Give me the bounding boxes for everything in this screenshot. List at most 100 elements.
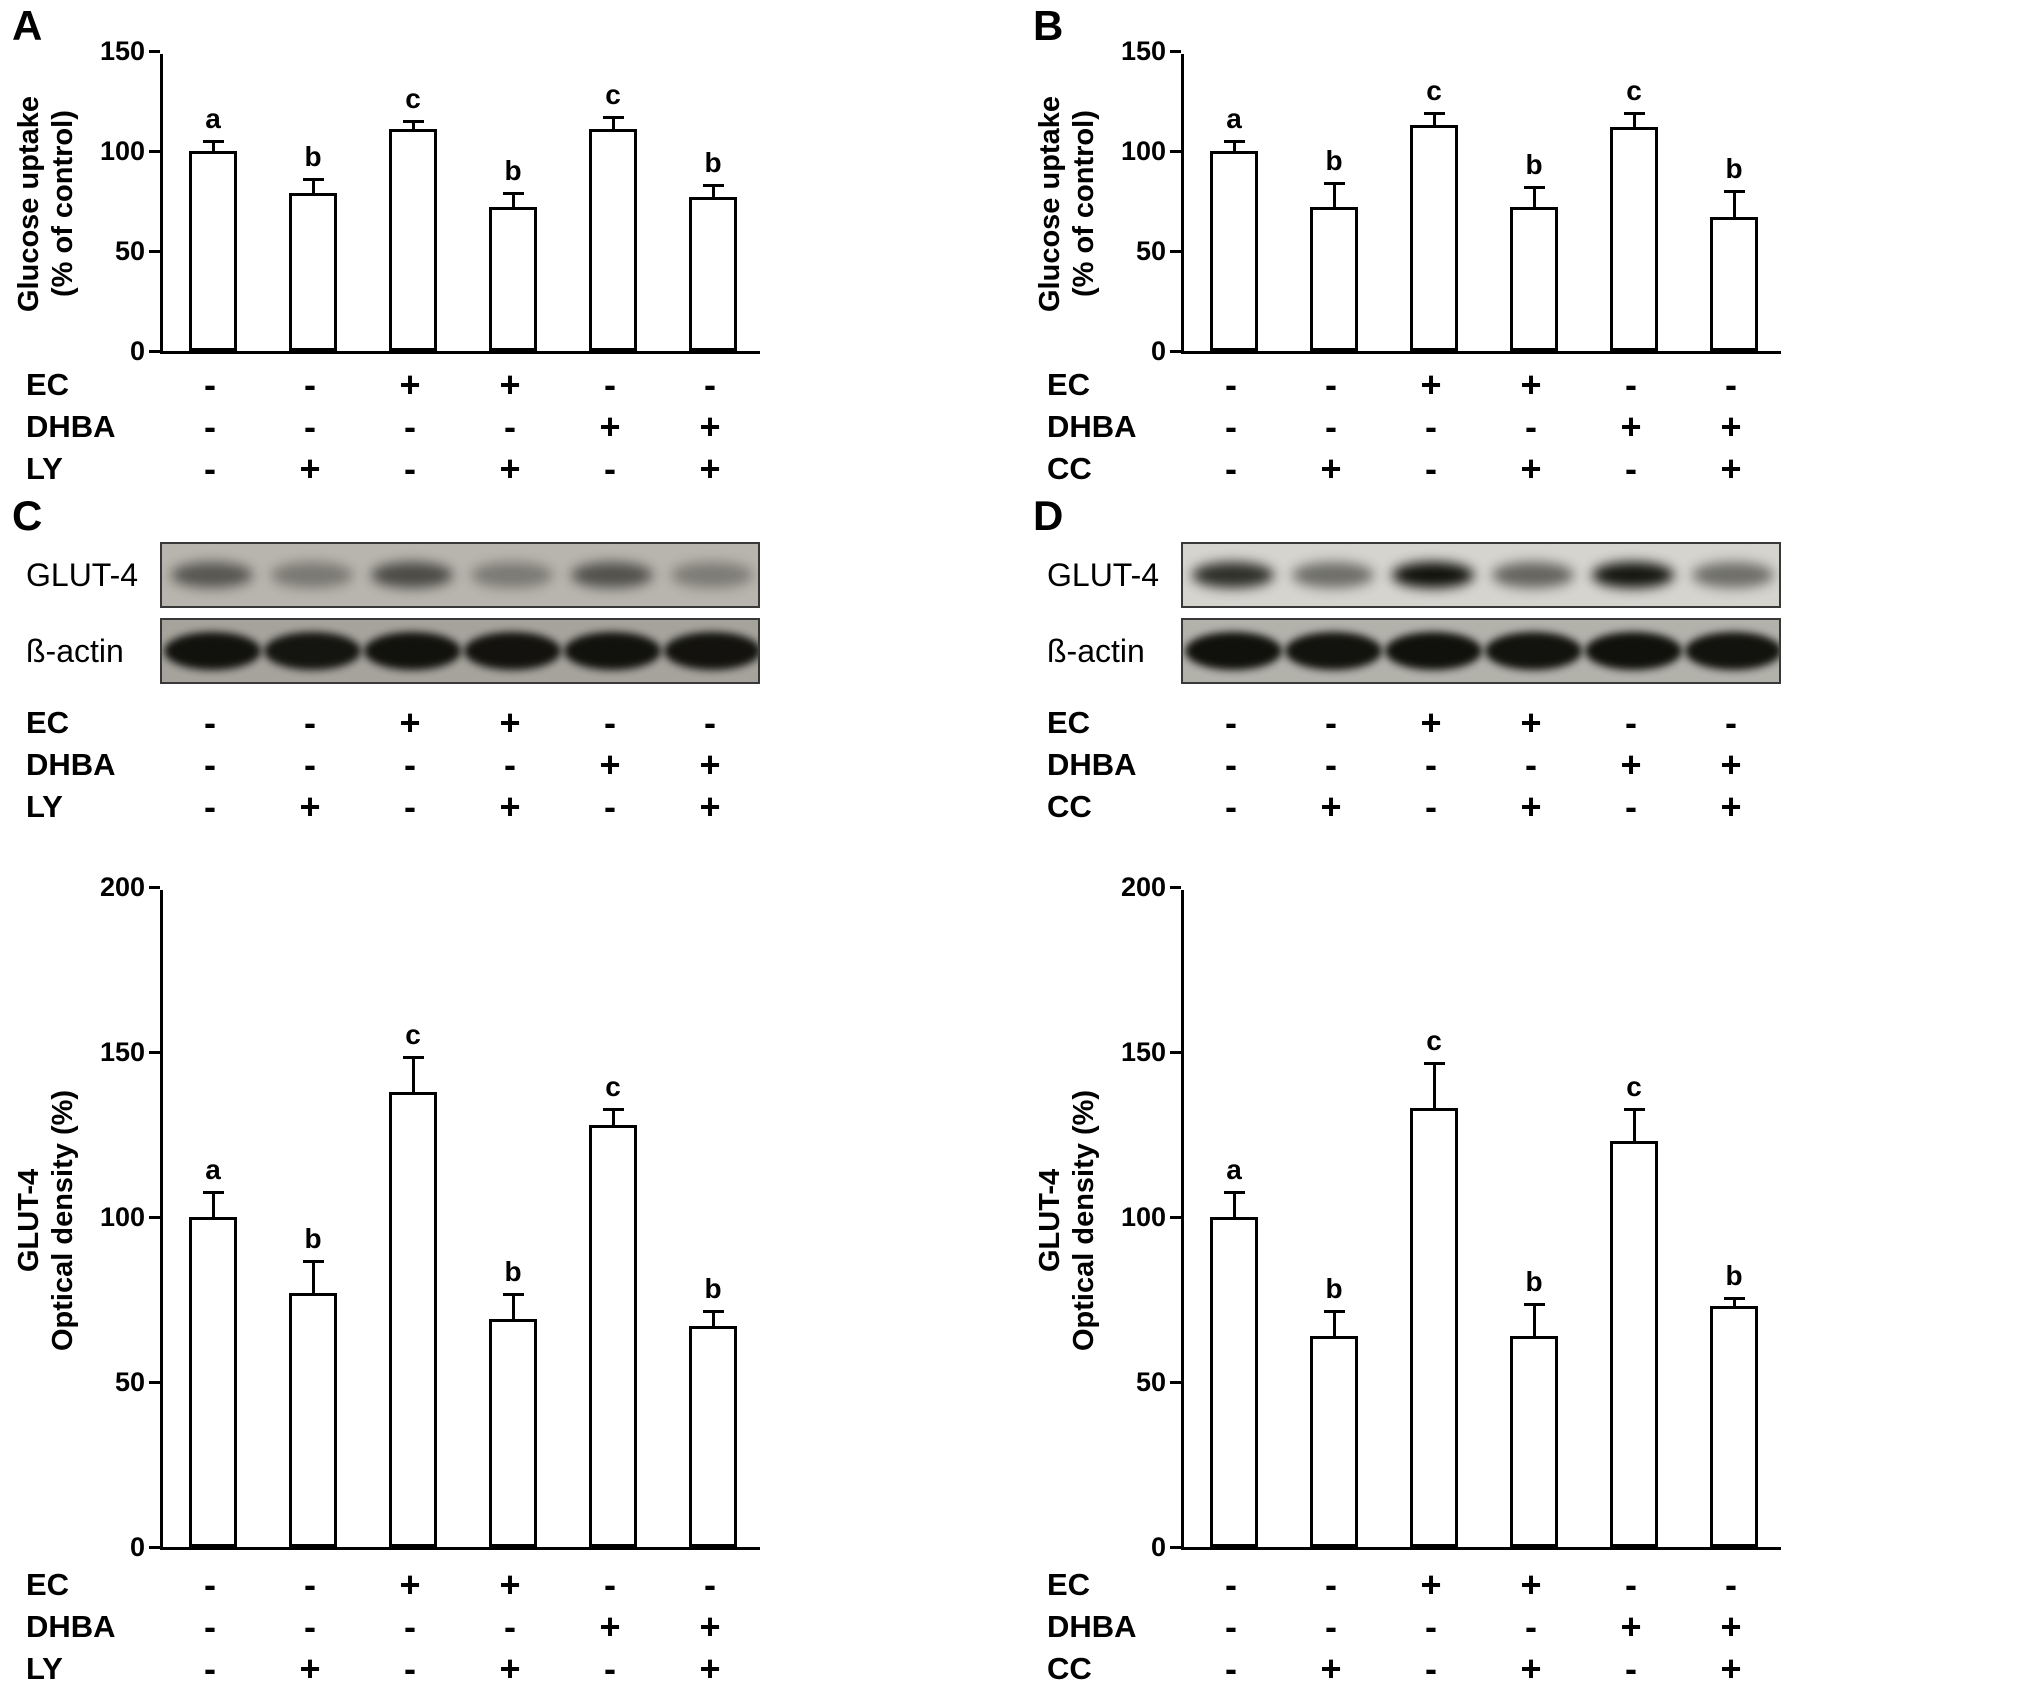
treatment-sign: - bbox=[304, 406, 316, 447]
y-tick-label: 50 bbox=[114, 236, 145, 266]
y-tick-label: 150 bbox=[1120, 36, 1166, 66]
error-bar-cap bbox=[702, 1309, 724, 1313]
treatment-sign: - bbox=[1425, 448, 1437, 489]
bar bbox=[489, 1319, 537, 1547]
treatment-sign: + bbox=[1620, 1606, 1642, 1647]
treatment-sign: + bbox=[1720, 786, 1742, 827]
panel-d: D GLUT-4 ß-actin EC - - + + - - DHBA - - - - + + CC - + - + - +… bbox=[1021, 490, 2042, 1708]
treatment-sign: - bbox=[204, 1564, 216, 1605]
treatment-sign: - bbox=[1425, 406, 1437, 447]
treatment-sign: + bbox=[1320, 448, 1342, 489]
y-axis-label: Glucose uptake (% of control) bbox=[13, 96, 80, 312]
treatment-sign: - bbox=[1325, 364, 1337, 405]
treatment-sign: - bbox=[1225, 702, 1237, 743]
treatment-label: EC bbox=[26, 367, 70, 402]
treatment-label: EC bbox=[1047, 705, 1091, 740]
treatment-sign: - bbox=[604, 1648, 616, 1689]
beta-actin-blot-strip bbox=[1181, 618, 1781, 684]
treatment-sign: - bbox=[1425, 1606, 1437, 1647]
significance-letter: c bbox=[605, 79, 621, 110]
treatment-sign: - bbox=[1525, 744, 1537, 785]
protein-band bbox=[1484, 632, 1582, 670]
treatment-sign: - bbox=[304, 364, 316, 405]
protein-band bbox=[363, 632, 461, 670]
error-bar-cap bbox=[1223, 140, 1245, 143]
treatment-sign: - bbox=[1725, 364, 1737, 405]
error-bar bbox=[411, 1058, 415, 1092]
treatment-sign: - bbox=[1225, 786, 1237, 827]
treatment-sign: + bbox=[499, 702, 521, 743]
significance-letter: c bbox=[1426, 75, 1442, 106]
treatment-sign: - bbox=[204, 406, 216, 447]
error-bar bbox=[1732, 1299, 1736, 1307]
treatment-sign: - bbox=[604, 1564, 616, 1605]
significance-letter: b bbox=[704, 1272, 722, 1304]
bar bbox=[689, 197, 737, 351]
treatment-row: EC - - + + - - bbox=[1031, 364, 2042, 406]
treatment-row: DHBA - - - - + + bbox=[1031, 406, 2042, 448]
treatment-sign: + bbox=[699, 406, 721, 447]
treatment-sign: - bbox=[1325, 702, 1337, 743]
bar-chart: GLUT-4 Optical density (%) 0 50 100 150 200 a b… bbox=[1031, 868, 2042, 1562]
significance-letter: b bbox=[304, 141, 322, 172]
treatment-sign: - bbox=[1625, 1648, 1637, 1689]
treatment-row: DHBA - - - - + + bbox=[10, 406, 1021, 448]
error-bar-cap bbox=[602, 116, 624, 119]
glut4-blot-label: GLUT-4 bbox=[26, 556, 139, 593]
protein-band bbox=[1192, 562, 1274, 588]
treatment-label: EC bbox=[1047, 1567, 1091, 1602]
y-tick-label: 0 bbox=[129, 1532, 145, 1562]
error-bar-cap bbox=[1623, 112, 1645, 115]
bar bbox=[389, 129, 437, 351]
protein-band bbox=[1284, 632, 1382, 670]
treatment-label: LY bbox=[26, 451, 63, 486]
protein-band bbox=[163, 632, 261, 670]
error-bar-cap bbox=[1523, 1303, 1545, 1307]
treatment-sign: - bbox=[204, 448, 216, 489]
treatment-row: DHBA - - - - + + bbox=[1031, 1606, 2042, 1648]
bar-chart: GLUT-4 Optical density (%) 0 50 100 150 200 a b… bbox=[10, 868, 1021, 1562]
significance-letter: c bbox=[1626, 1071, 1642, 1103]
significance-letter: c bbox=[1626, 75, 1642, 106]
treatment-sign: + bbox=[699, 744, 721, 785]
y-tick-mark bbox=[1170, 149, 1181, 153]
glut4-blot-label: GLUT-4 bbox=[1047, 556, 1160, 593]
significance-letter: b bbox=[1525, 149, 1543, 180]
treatment-sign: - bbox=[304, 744, 316, 785]
treatment-table: EC - - + + - - DHBA - - - - + + LY - + - + - + bbox=[10, 364, 1021, 490]
treatment-sign: - bbox=[204, 1606, 216, 1647]
y-tick-mark bbox=[149, 249, 160, 253]
treatment-sign: + bbox=[599, 406, 621, 447]
treatment-sign: - bbox=[1525, 1606, 1537, 1647]
y-tick-label: 0 bbox=[1150, 336, 1166, 366]
significance-letter: a bbox=[1226, 103, 1242, 134]
error-bar bbox=[611, 119, 615, 129]
y-tick-label: 200 bbox=[1120, 872, 1166, 902]
y-tick-mark bbox=[149, 1380, 160, 1384]
protein-band bbox=[1584, 632, 1682, 670]
treatment-sign: + bbox=[1420, 364, 1442, 405]
error-bar-cap bbox=[1323, 182, 1345, 185]
treatment-sign: - bbox=[404, 1606, 416, 1647]
error-bar bbox=[411, 123, 415, 129]
error-bar bbox=[1332, 1312, 1336, 1336]
y-tick-label: 150 bbox=[1120, 1037, 1166, 1067]
treatment-sign: - bbox=[1325, 1606, 1337, 1647]
bar bbox=[689, 1325, 737, 1547]
significance-letter: b bbox=[704, 147, 722, 178]
treatment-sign: - bbox=[1325, 406, 1337, 447]
treatment-sign: - bbox=[1625, 1564, 1637, 1605]
treatment-sign: + bbox=[1520, 786, 1542, 827]
treatment-sign: + bbox=[699, 1648, 721, 1689]
y-tick-label: 100 bbox=[1120, 1202, 1166, 1232]
y-tick-mark bbox=[149, 349, 160, 353]
blot-row: ß-actin bbox=[1031, 618, 2042, 684]
treatment-row: LY - + - + - + bbox=[10, 1648, 1021, 1690]
significance-letter: b bbox=[304, 1223, 322, 1255]
treatment-sign: + bbox=[399, 364, 421, 405]
panel-a: A Glucose uptake (% of control) 0 50 100 150 a… bbox=[0, 0, 1021, 490]
treatment-row: LY - + - + - + bbox=[10, 448, 1021, 490]
blot-row: GLUT-4 bbox=[1031, 542, 2042, 608]
protein-band bbox=[663, 632, 758, 670]
bar-chart: Glucose uptake (% of control) 0 50 100 150 a b… bbox=[10, 32, 1021, 366]
